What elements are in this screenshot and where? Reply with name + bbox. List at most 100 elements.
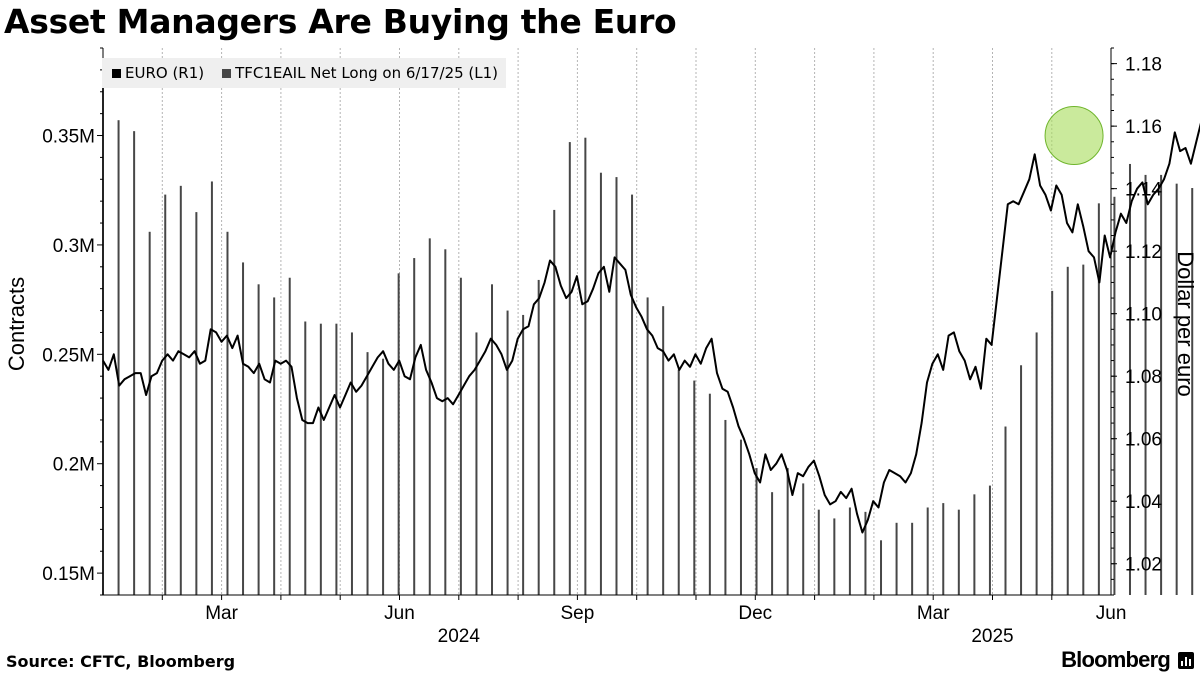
net-long-bar [491,284,494,595]
right-tick-label: 1.08 [1125,367,1162,388]
net-long-bar [117,120,120,595]
net-long-bar [553,209,556,596]
left-axis-label: Contracts [4,277,29,371]
net-long-bar [1082,264,1085,595]
net-long-bar [459,277,462,595]
net-long-bar [646,297,649,595]
right-axis-label: Dollar per euro [1173,251,1198,397]
net-long-bar [693,380,696,595]
net-long-bar [926,507,929,595]
bloomberg-logo: Bloomberg [1061,647,1171,672]
highlight-circle [1044,106,1104,166]
net-long-bar [942,503,945,595]
net-long-bar [288,277,291,595]
net-long-bar [911,522,914,595]
x-month-label: Sep [560,603,594,624]
right-tick-label: 1.16 [1125,117,1162,138]
right-tick-label: 1.18 [1125,55,1162,76]
net-long-bar [615,177,618,596]
net-long-bar [802,483,805,595]
source-note: Source: CFTC, Bloomberg [6,652,236,671]
x-month-label: Mar [205,603,238,624]
net-long-bar [864,511,867,595]
right-tick-label: 1.12 [1125,242,1162,263]
net-long-bar [662,306,665,595]
right-tick-label: 1.06 [1125,430,1162,451]
net-long-bar [957,509,960,595]
x-year-label: 2025 [971,626,1013,647]
net-long-bar [1051,290,1054,595]
net-long-bar [1191,188,1194,596]
x-month-label: Jun [384,603,415,624]
net-long-bar [1035,332,1038,595]
legend-item-euro: EURO (R1) [102,64,212,82]
net-long-bar [242,262,245,595]
net-long-bar [988,485,991,595]
bloomberg-terminal-icon [1178,652,1194,669]
left-tick-label: 0.25M [42,345,95,366]
x-month-label: Jun [1096,603,1127,624]
euro-line-group [102,122,1200,534]
left-tick-label: 0.35M [42,127,95,148]
euro-line [102,122,1200,534]
gridlines [161,48,1053,595]
net-long-bar [584,137,587,595]
net-long-bar [382,358,385,595]
left-tick-label: 0.3M [53,236,95,257]
net-long-bar [568,142,571,596]
net-long-bar [537,279,540,595]
net-long-bar [755,468,758,595]
net-long-bar [1066,266,1069,595]
net-long-bar [226,231,229,596]
net-long-bar [895,522,898,595]
net-long-bar [1144,174,1147,596]
net-long-bar [599,172,602,595]
net-long-bar [319,323,322,595]
right-tick-label: 1.02 [1125,555,1162,576]
net-long-bar [350,332,353,595]
net-long-bar [1175,183,1178,595]
axes [102,48,1112,596]
net-long-bar [522,314,525,595]
net-long-bar [304,321,307,595]
net-long-bar [708,393,711,595]
net-long-bar [1128,163,1131,596]
chart-title: Asset Managers Are Buying the Euro [4,2,677,41]
legend-swatch-euro [112,68,121,78]
right-tick-label: 1.04 [1125,492,1162,513]
net-long-bar [848,507,851,595]
net-long-bar [257,284,260,595]
net-long-bar [273,297,276,595]
net-long-bar [880,540,883,595]
legend-label-net-long: TFC1EAIL Net Long on 6/17/25 (L1) [235,64,499,82]
left-tick-label: 0.2M [53,455,95,476]
x-month-label: Dec [738,603,772,624]
net-long-bar [739,439,742,595]
net-long-bar [1004,426,1007,595]
net-long-bar [335,323,338,595]
net-long-bar [164,194,167,595]
net-long-bar [973,494,976,595]
net-long-bar [786,468,789,595]
net-long-bar [444,249,447,595]
net-long-bar [413,258,416,595]
legend-item-net-long: TFC1EAIL Net Long on 6/17/25 (L1) [212,64,506,82]
net-long-bar [210,181,213,595]
right-tick-label: 1.14 [1125,180,1162,201]
net-long-bar [631,194,634,595]
net-long-bar [179,185,182,595]
net-long-bar [677,369,680,595]
right-tick-label: 1.10 [1125,305,1162,326]
net-long-bar [475,332,478,595]
net-long-bar [1160,174,1163,596]
net-long-bar [506,310,509,595]
net-long-bar [1113,196,1116,595]
net-long-bar [1097,203,1100,595]
net-long-bar [148,231,151,596]
right-axis-ticks: 1.02 1.04 1.06 1.08 1.10 1.12 1.14 1.16 1.18 [1111,47,1162,596]
x-month-label: Mar [917,603,950,624]
net-long-bar [428,238,431,595]
net-long-bar [724,419,727,595]
legend: EURO (R1) TFC1EAIL Net Long on 6/17/25 (… [102,58,507,88]
